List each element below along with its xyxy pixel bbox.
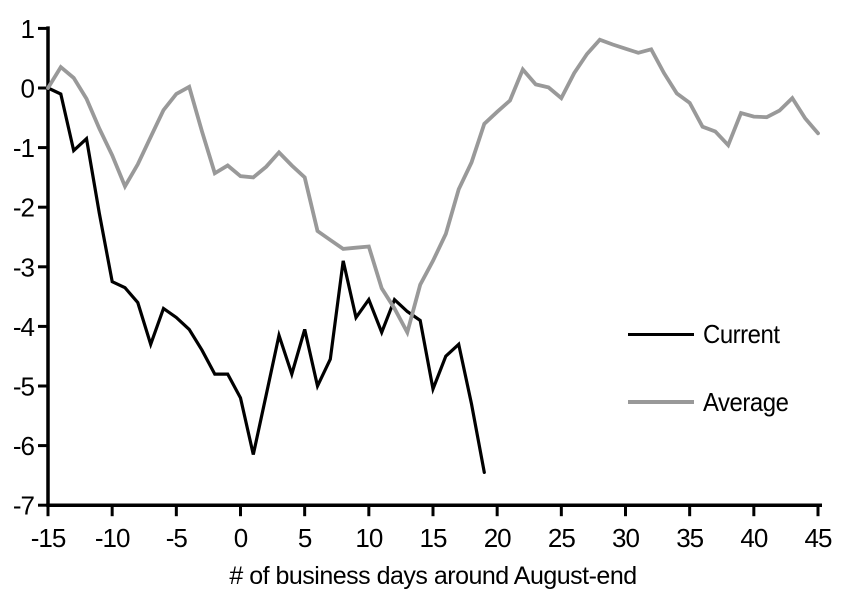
y-tick-label: -3	[13, 252, 35, 282]
x-tick-label: -5	[166, 523, 188, 553]
x-tick-label: -15	[31, 523, 66, 553]
x-axis-title: # of business days around August-end	[229, 562, 636, 590]
x-tick-label: 15	[420, 523, 447, 553]
legend-item-current: Current	[628, 319, 796, 349]
series-lines	[46, 37, 820, 474]
tick-marks	[38, 26, 820, 517]
y-tick-label: -6	[13, 431, 35, 461]
y-tick-label: 1	[21, 14, 35, 44]
axes	[46, 26, 822, 507]
x-tick-label: 25	[548, 523, 575, 553]
x-tick-label: 45	[805, 523, 832, 553]
y-tick-label: -5	[13, 372, 35, 402]
tick-labels: 10-1-2-3-4-5-6-7-15 -10 -5 0 5 10 15 20 25 30 35 40…	[13, 14, 833, 553]
y-tick-label: 0	[21, 74, 35, 104]
series-line-average	[46, 37, 820, 338]
legend-label-current: Current	[703, 319, 780, 349]
x-tick-label: -10	[95, 523, 130, 553]
x-tick-label: 40	[740, 523, 767, 553]
series-line-current	[46, 86, 486, 474]
legend-item-average: Average	[628, 387, 796, 417]
current-line-sample-icon	[628, 332, 694, 336]
average-line-sample-icon	[628, 400, 694, 404]
x-tick-label: 5	[298, 523, 312, 553]
y-tick-label: -4	[13, 312, 35, 342]
legend: Current Average	[628, 319, 796, 417]
legend-label-average: Average	[703, 387, 789, 417]
x-tick-label: 10	[355, 523, 382, 553]
y-tick-label: -1	[13, 133, 35, 163]
x-tick-label: 35	[676, 523, 703, 553]
x-tick-label: 30	[612, 523, 639, 553]
y-tick-label: -7	[13, 491, 35, 521]
y-tick-label: -2	[13, 193, 35, 223]
x-tick-label: 20	[484, 523, 511, 553]
x-tick-label: 0	[234, 523, 248, 553]
